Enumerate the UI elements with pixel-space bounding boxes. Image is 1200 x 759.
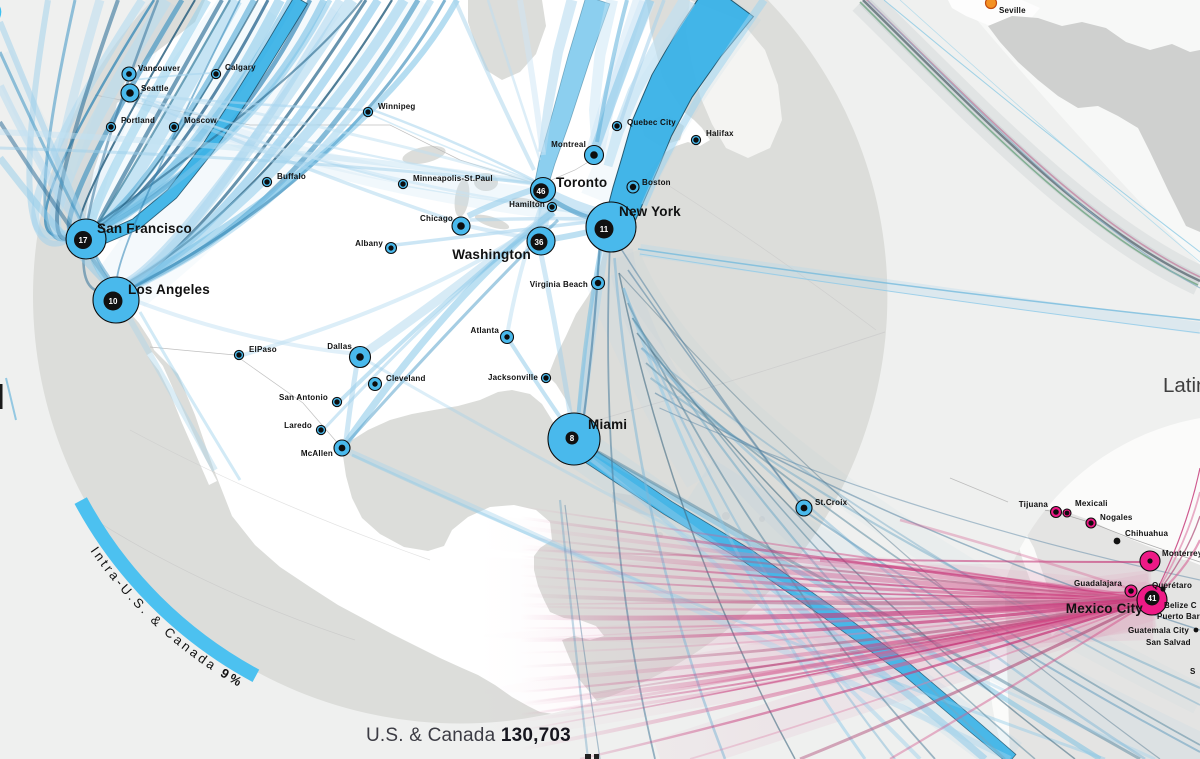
svg-text:McAllen: McAllen [301,449,333,458]
svg-text:Jacksonville: Jacksonville [488,373,538,382]
svg-text:36: 36 [535,238,544,247]
svg-text:St.Croix: St.Croix [815,498,848,507]
svg-text:New York: New York [619,204,681,219]
svg-text:Virginia Beach: Virginia Beach [530,280,588,289]
svg-text:S: S [1190,667,1196,676]
svg-text:Winnipeg: Winnipeg [378,102,416,111]
svg-text:Washington: Washington [452,247,531,262]
svg-text:Seattle: Seattle [141,84,169,93]
svg-text:41: 41 [1148,594,1157,603]
svg-text:8: 8 [570,434,575,443]
svg-text:Albany: Albany [355,239,383,248]
svg-text:Chicago: Chicago [420,214,453,223]
svg-text:Minneapolis-St.Paul: Minneapolis-St.Paul [413,174,493,183]
svg-text:Mexico City: Mexico City [1066,601,1144,616]
svg-text:San Salvad: San Salvad [1146,638,1191,647]
svg-text:U.S. & Canada 130,703: U.S. & Canada 130,703 [366,725,571,746]
svg-text:Hamilton: Hamilton [509,200,545,209]
svg-text:Dallas: Dallas [327,342,352,351]
svg-text:10: 10 [109,297,118,306]
svg-text:Portland: Portland [121,116,155,125]
svg-text:Nogales: Nogales [1100,513,1133,522]
svg-text:Halifax: Halifax [706,129,734,138]
svg-text:Los Angeles: Los Angeles [128,282,210,297]
svg-text:Puerto Barr: Puerto Barr [1157,612,1200,621]
svg-text:Guadalajara: Guadalajara [1074,579,1122,588]
svg-text:San Francisco: San Francisco [97,221,192,236]
svg-text:11: 11 [600,225,609,234]
svg-text:Atlanta: Atlanta [470,326,499,335]
svg-text:Montreal: Montreal [551,140,586,149]
svg-text:Moscow: Moscow [184,116,217,125]
svg-text:Cleveland: Cleveland [386,374,426,383]
svg-text:Querétaro: Querétaro [1152,581,1192,590]
svg-text:Latin Am: Latin Am [1163,374,1200,397]
svg-text:Miami: Miami [588,417,627,432]
svg-text:Boston: Boston [642,178,671,187]
svg-text:Vancouver: Vancouver [138,64,180,73]
svg-text:Chihuahua: Chihuahua [1125,529,1168,538]
svg-text:Guatemala City: Guatemala City [1128,626,1189,635]
svg-text:Seville: Seville [999,6,1026,15]
svg-text:San Antonio: San Antonio [279,393,328,402]
svg-text:Laredo: Laredo [284,421,312,430]
svg-text:Monterrey: Monterrey [1162,549,1200,558]
svg-text:Buffalo: Buffalo [277,172,306,181]
svg-text:ElPaso: ElPaso [249,345,277,354]
svg-text:17: 17 [79,236,88,245]
svg-text:Mexicali: Mexicali [1075,499,1108,508]
svg-text:Belize C: Belize C [1164,601,1197,610]
svg-text:Tijuana: Tijuana [1019,500,1049,509]
svg-text:Calgary: Calgary [225,63,256,72]
svg-text:46: 46 [537,187,546,196]
svg-text:Toronto: Toronto [556,175,607,190]
svg-text:Quebec City: Quebec City [627,118,676,127]
